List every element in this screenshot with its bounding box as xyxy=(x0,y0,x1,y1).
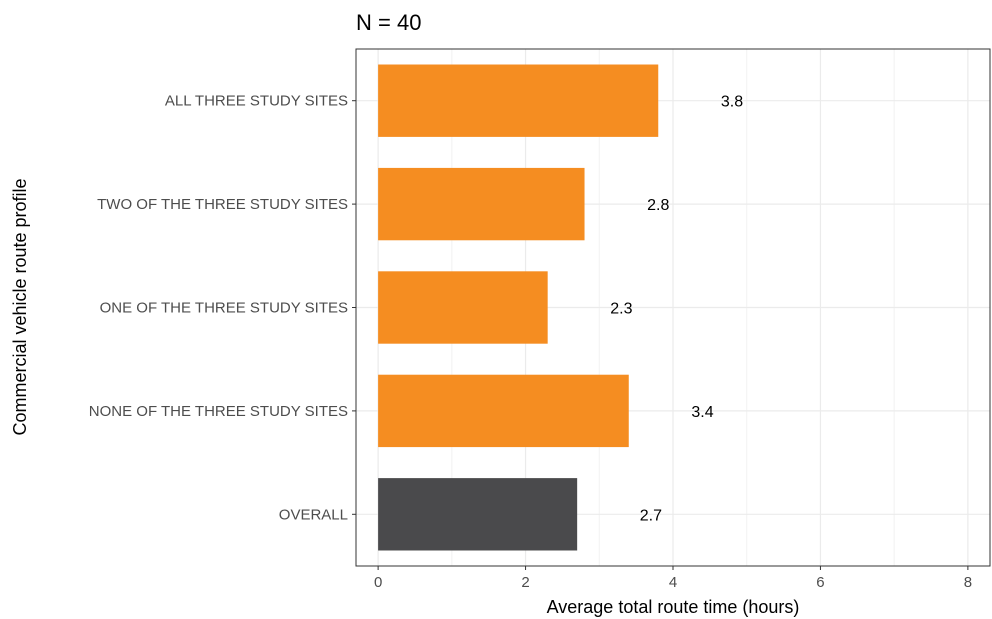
x-tick-label: 6 xyxy=(816,574,824,591)
bar xyxy=(378,374,629,448)
y-tick-label: OVERALL xyxy=(279,506,348,523)
chart-title: N = 40 xyxy=(356,10,421,35)
y-tick-label: TWO OF THE THREE STUDY SITES xyxy=(97,196,348,213)
bar xyxy=(378,64,659,137)
bar-value-label: 3.8 xyxy=(721,94,743,111)
bar-value-label: 3.4 xyxy=(691,404,713,421)
bars xyxy=(378,64,659,551)
x-axis-ticks: 0 2 4 6 8 xyxy=(374,566,972,591)
y-axis-title: Commercial vehicle route profile xyxy=(10,178,30,435)
x-tick-label: 8 xyxy=(964,574,972,591)
data-labels: 3.8 2.8 2.3 3.4 2.7 xyxy=(610,94,743,525)
x-tick-label: 4 xyxy=(669,574,677,591)
y-axis-ticks: ALL THREE STUDY SITES TWO OF THE THREE ST… xyxy=(89,93,356,523)
bar-value-label: 2.7 xyxy=(640,507,662,524)
y-tick-label: NONE OF THE THREE STUDY SITES xyxy=(89,403,348,420)
bar-value-label: 2.3 xyxy=(610,301,632,318)
bar xyxy=(378,271,548,344)
bar xyxy=(378,167,585,241)
y-tick-label: ONE OF THE THREE STUDY SITES xyxy=(100,300,348,317)
x-axis-title: Average total route time (hours) xyxy=(547,597,800,617)
bar-value-label: 2.8 xyxy=(647,197,669,214)
y-tick-label: ALL THREE STUDY SITES xyxy=(165,93,348,110)
x-tick-label: 2 xyxy=(521,574,529,591)
x-tick-label: 0 xyxy=(374,574,382,591)
bar xyxy=(378,478,578,551)
